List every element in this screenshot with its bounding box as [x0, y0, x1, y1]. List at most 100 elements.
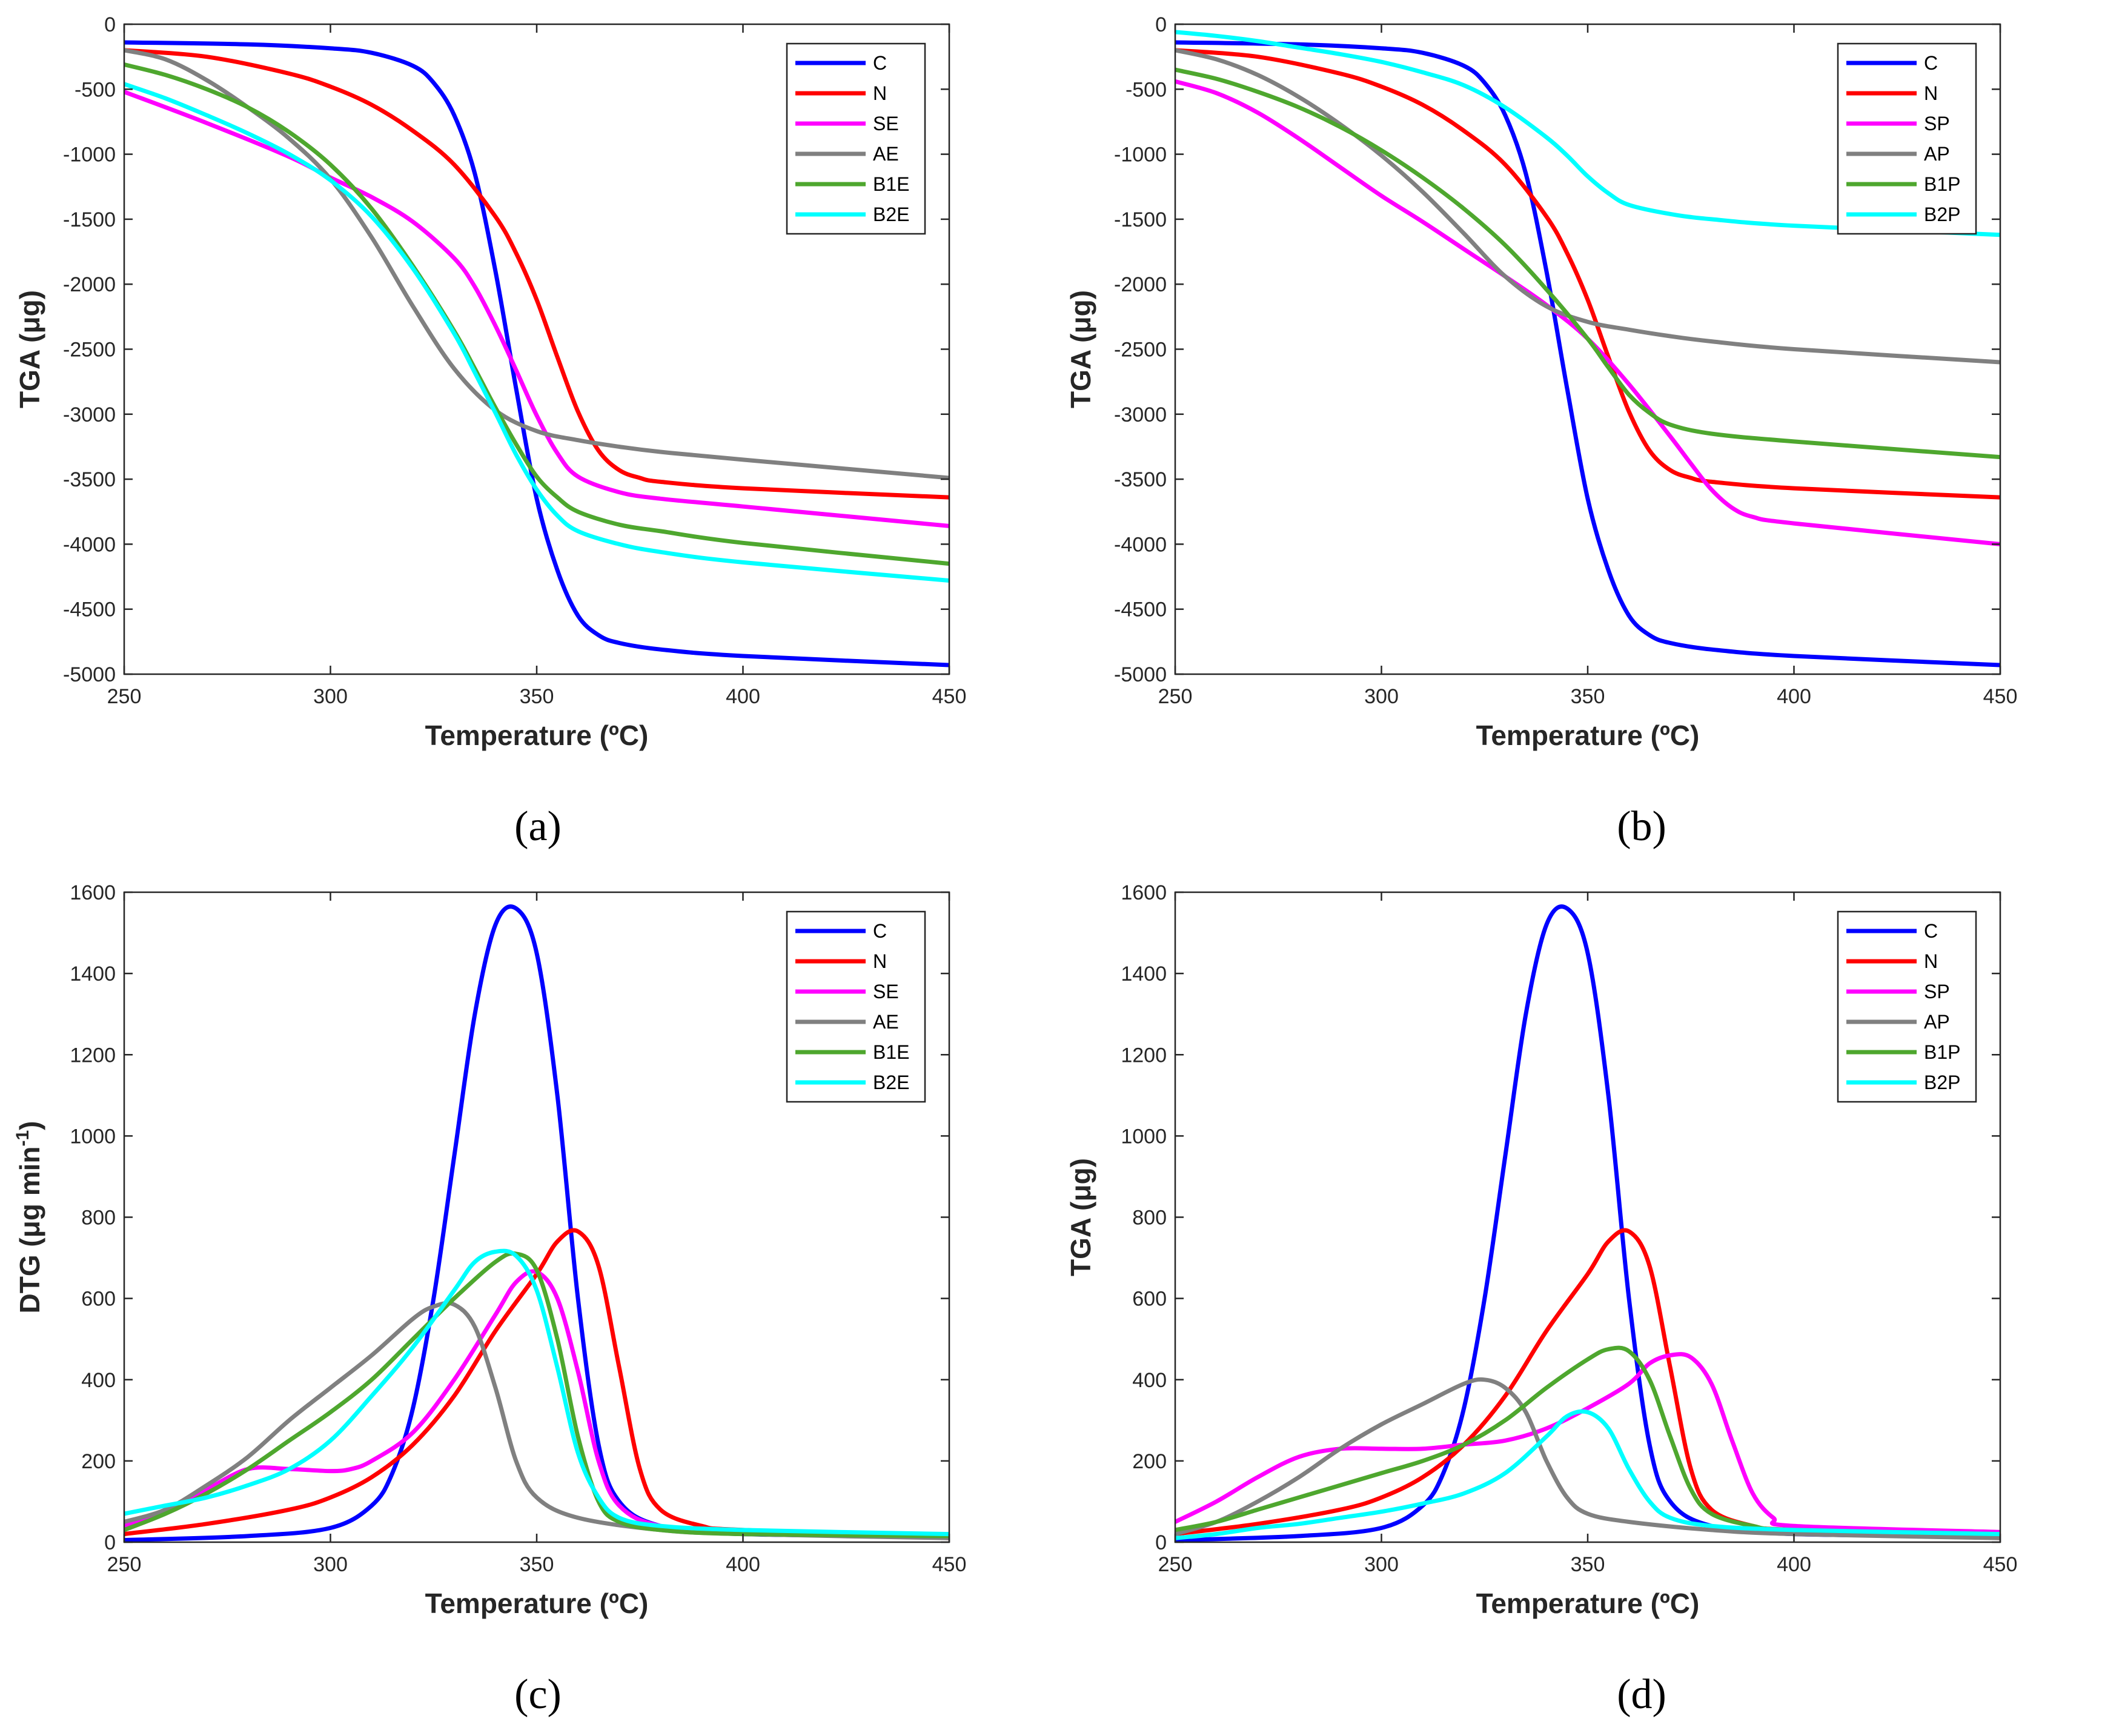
caption-c: (c): [514, 1671, 562, 1718]
y-tick-label: -500: [75, 78, 116, 101]
legend-label-C: C: [873, 920, 887, 942]
series-line-C: [124, 904, 949, 1542]
y-tick-label: -1000: [1114, 144, 1167, 167]
x-tick-label: 450: [932, 1553, 967, 1576]
y-tick-label: 1600: [1121, 881, 1167, 904]
y-tick-label: 200: [1132, 1450, 1167, 1473]
series-line-SE: [124, 1269, 949, 1539]
legend: CN SP AP B1P B2P: [1837, 910, 1977, 1103]
y-tick-label: 1000: [70, 1125, 116, 1148]
y-tick-label: -3500: [63, 468, 116, 491]
y-tick-label: 1000: [1121, 1125, 1167, 1148]
legend-label-N: N: [873, 82, 887, 104]
legend-label-C: C: [1924, 920, 1938, 942]
x-tick-label: 350: [1571, 685, 1605, 708]
y-axis-label-sup: -1: [13, 1130, 33, 1147]
legend-label-C: C: [873, 52, 887, 74]
x-axis-label: Temperature (ºC): [425, 720, 649, 751]
x-tick-label: 300: [313, 1553, 348, 1576]
y-tick-label: -2000: [63, 273, 116, 296]
y-tick-label: -4000: [63, 533, 116, 556]
y-tick-label: -3000: [1114, 403, 1167, 426]
legend-label-N: N: [873, 950, 887, 972]
legend-label-B1P: B1P: [1924, 173, 1960, 195]
chart-d: 250 300 350 400 450 0 200 400 600 800 1000 1200 1400…: [1065, 881, 2017, 1619]
x-tick-label: 350: [520, 685, 554, 708]
y-axis-label-main: TGA (μg): [14, 290, 45, 408]
series-line-B1P: [1175, 67, 2000, 460]
x-tick-label: 450: [1983, 685, 2018, 708]
y-tick-label: -3500: [1114, 468, 1167, 491]
series-group: [1175, 904, 2000, 1542]
y-tick-label: -4500: [63, 598, 116, 621]
legend-label-N: N: [1924, 82, 1938, 104]
legend-label-AP: AP: [1924, 1011, 1950, 1033]
legend-label-SE: SE: [873, 113, 899, 134]
y-tick-label: -3000: [63, 403, 116, 426]
x-tick-label: 400: [726, 1553, 760, 1576]
y-tick-label: 1200: [70, 1044, 116, 1067]
series-line-SP: [1175, 1352, 2000, 1534]
x-tick-label: 350: [520, 1553, 554, 1576]
y-tick-label: 0: [104, 13, 116, 36]
series-line-C: [1175, 904, 2000, 1542]
y-tick-label: 0: [1155, 13, 1167, 36]
x-tick-label: 250: [1158, 685, 1193, 708]
x-tick-label: 450: [932, 685, 967, 708]
y-axis-label: TGA (μg): [14, 290, 45, 408]
y-tick-label: 1400: [70, 962, 116, 986]
x-tick-label: 300: [1364, 1553, 1399, 1576]
y-tick-label: -4000: [1114, 533, 1167, 556]
legend-label-B1E: B1E: [873, 1041, 909, 1063]
legend-label-SE: SE: [873, 981, 899, 1002]
y-tick-label: 200: [81, 1450, 116, 1473]
legend-label-C: C: [1924, 52, 1938, 74]
y-tick-label: 0: [104, 1531, 116, 1554]
legend: CN SP AP B1P B2P: [1837, 42, 1977, 235]
series-line-B2E: [124, 82, 949, 583]
caption-d: (d): [1617, 1671, 1666, 1718]
legend-box: [1837, 42, 1977, 235]
series-line-N: [1175, 48, 2000, 500]
legend-label-B1E: B1E: [873, 173, 909, 195]
legend-label-SP: SP: [1924, 981, 1950, 1002]
caption-a: (a): [514, 803, 562, 850]
y-tick-label: -2000: [1114, 273, 1167, 296]
chart-b: 250 300 350 400 450-5000-4500-4000-3500-3000…: [1065, 13, 2018, 751]
series-line-B2P: [1175, 30, 2000, 237]
series-line-C: [1175, 40, 2000, 668]
x-tick-label: 400: [726, 685, 760, 708]
caption-b: (b): [1617, 803, 1666, 850]
y-axis-label-main: TGA (μg): [1065, 290, 1096, 408]
series-group: [1175, 30, 2000, 668]
legend-label-AP: AP: [1924, 143, 1950, 165]
series-group: [124, 40, 949, 668]
legend-box: [1837, 910, 1977, 1103]
x-tick-label: 250: [1158, 1553, 1193, 1576]
x-tick-label: 250: [107, 1553, 142, 1576]
y-tick-label: -1000: [63, 144, 116, 167]
x-tick-label: 350: [1571, 1553, 1605, 1576]
y-tick-label: -2500: [1114, 339, 1167, 362]
series-line-N: [124, 48, 949, 500]
y-axis-label: TGA (μg): [1065, 1158, 1096, 1276]
legend-label-B2P: B2P: [1924, 1072, 1960, 1093]
y-tick-label: -500: [1126, 78, 1167, 101]
chart-c: 250 300 350 400 450 0 200 400 600 800 1000 1200 1400…: [13, 881, 967, 1619]
y-axis-label: TGA (μg): [1065, 290, 1096, 408]
series-line-AP: [1175, 48, 2000, 365]
legend-label-B1P: B1P: [1924, 1041, 1960, 1063]
chart-a: 250 300 350 400 450-5000-4500-4000-3500-3000…: [14, 13, 967, 751]
y-tick-label: -1500: [63, 208, 116, 231]
legend-box: [786, 42, 926, 235]
y-tick-label: 600: [1132, 1288, 1167, 1311]
y-axis-label: DTG (μg min-1): [13, 1121, 45, 1313]
y-tick-label: 0: [1155, 1531, 1167, 1554]
series-line-B2P: [1175, 1409, 2000, 1540]
x-axis-label: Temperature (ºC): [1476, 720, 1700, 751]
legend-label-N: N: [1924, 950, 1938, 972]
x-axis-label: Temperature (ºC): [425, 1588, 649, 1619]
y-tick-label: -4500: [1114, 598, 1167, 621]
legend-label-AE: AE: [873, 143, 899, 165]
